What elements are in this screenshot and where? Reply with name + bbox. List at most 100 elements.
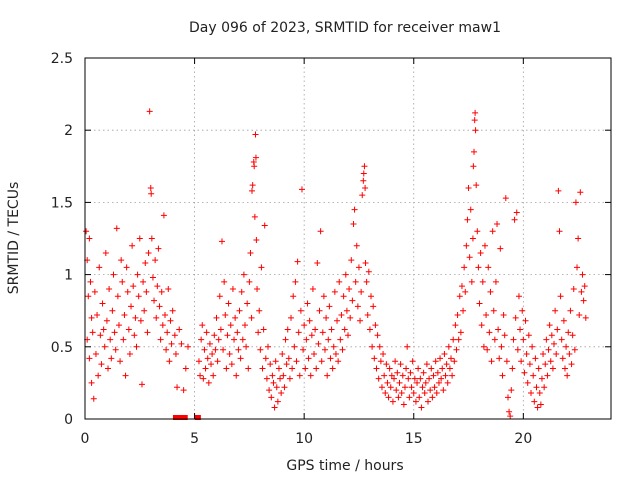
data-point bbox=[165, 286, 172, 293]
data-point bbox=[311, 351, 318, 358]
data-point bbox=[280, 372, 287, 379]
data-point bbox=[438, 375, 445, 382]
data-point bbox=[354, 303, 361, 310]
data-point bbox=[130, 283, 137, 290]
data-point bbox=[119, 278, 126, 285]
data-point bbox=[478, 322, 485, 329]
data-point bbox=[259, 365, 266, 372]
data-point bbox=[325, 336, 332, 343]
data-point bbox=[538, 375, 545, 382]
data-point bbox=[574, 264, 581, 271]
data-point bbox=[497, 245, 504, 252]
data-point bbox=[262, 355, 269, 362]
data-point bbox=[581, 283, 588, 290]
data-point-zero bbox=[194, 415, 201, 420]
data-point bbox=[120, 336, 127, 343]
data-point bbox=[157, 336, 164, 343]
data-point bbox=[326, 303, 333, 310]
data-point bbox=[271, 404, 278, 411]
data-point bbox=[215, 336, 222, 343]
data-point bbox=[387, 384, 394, 391]
data-point bbox=[380, 351, 387, 358]
data-point bbox=[484, 346, 491, 353]
data-point bbox=[424, 398, 431, 405]
data-point bbox=[508, 387, 515, 394]
data-point-zero bbox=[181, 415, 188, 420]
data-point bbox=[305, 355, 312, 362]
data-point bbox=[253, 236, 260, 243]
y-tick-label: 0 bbox=[64, 412, 73, 428]
data-point bbox=[218, 238, 225, 245]
data-point bbox=[134, 271, 141, 278]
data-point bbox=[136, 235, 143, 242]
data-point bbox=[86, 355, 93, 362]
data-point bbox=[362, 260, 369, 267]
data-point bbox=[458, 283, 465, 290]
data-point bbox=[267, 361, 274, 368]
data-point bbox=[437, 355, 444, 362]
plot-frame bbox=[84, 57, 612, 420]
data-point bbox=[410, 390, 417, 397]
data-point bbox=[420, 369, 427, 376]
data-point bbox=[529, 343, 536, 350]
data-point bbox=[90, 395, 97, 402]
data-point bbox=[502, 195, 509, 202]
data-point bbox=[95, 372, 102, 379]
data-point bbox=[233, 372, 240, 379]
data-point bbox=[542, 361, 549, 368]
data-point bbox=[479, 278, 486, 285]
data-point bbox=[224, 332, 231, 339]
data-point bbox=[296, 372, 303, 379]
data-point bbox=[506, 408, 513, 415]
data-point bbox=[294, 258, 301, 265]
data-point bbox=[153, 314, 160, 321]
data-point bbox=[575, 235, 582, 242]
data-point bbox=[172, 351, 179, 358]
data-point bbox=[453, 346, 460, 353]
data-point bbox=[454, 312, 461, 319]
data-point bbox=[290, 293, 297, 300]
data-point bbox=[293, 358, 300, 365]
data-point bbox=[210, 372, 217, 379]
data-point bbox=[552, 307, 559, 314]
data-point bbox=[477, 249, 484, 256]
data-point bbox=[370, 303, 377, 310]
data-point bbox=[98, 361, 105, 368]
data-point bbox=[297, 307, 304, 314]
data-point bbox=[261, 222, 268, 229]
data-point bbox=[432, 358, 439, 365]
data-point bbox=[368, 293, 375, 300]
data-point bbox=[339, 346, 346, 353]
data-point bbox=[114, 293, 121, 300]
data-point bbox=[452, 322, 459, 329]
data-point bbox=[295, 329, 302, 336]
data-point bbox=[549, 365, 556, 372]
data-point bbox=[569, 332, 576, 339]
data-point bbox=[178, 340, 185, 347]
data-point-zero bbox=[176, 415, 183, 420]
data-point bbox=[528, 390, 535, 397]
data-point bbox=[571, 346, 578, 353]
data-point bbox=[113, 225, 120, 232]
data-point bbox=[567, 307, 574, 314]
data-point bbox=[384, 379, 391, 386]
data-point bbox=[359, 192, 366, 199]
data-point bbox=[417, 375, 424, 382]
data-point bbox=[217, 326, 224, 333]
data-point bbox=[101, 343, 108, 350]
data-point bbox=[226, 351, 233, 358]
data-point bbox=[442, 372, 449, 379]
data-point bbox=[521, 369, 528, 376]
data-point bbox=[401, 384, 408, 391]
data-point bbox=[523, 351, 530, 358]
data-point bbox=[525, 332, 532, 339]
data-point bbox=[208, 361, 215, 368]
x-axis-label: GPS time / hours bbox=[286, 458, 403, 474]
data-point bbox=[106, 286, 113, 293]
data-point bbox=[449, 372, 456, 379]
data-point bbox=[511, 216, 518, 223]
data-point bbox=[565, 329, 572, 336]
data-point bbox=[563, 343, 570, 350]
data-point bbox=[518, 358, 525, 365]
